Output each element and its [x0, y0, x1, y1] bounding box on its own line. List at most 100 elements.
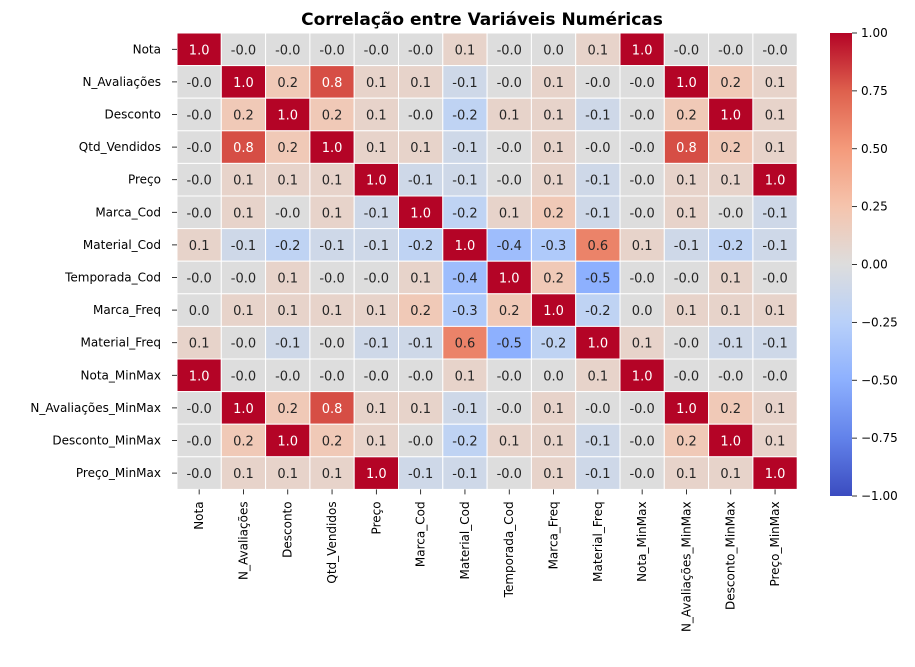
heatmap-cell — [663, 162, 710, 197]
cell-value-label: 1.0 — [410, 206, 431, 221]
cell-value-label: 0.1 — [543, 76, 564, 91]
colorbar-gradient — [830, 33, 852, 496]
heatmap-cell — [575, 162, 621, 197]
cell-value-label: 0.1 — [410, 141, 431, 156]
colorbar-ticks: 1.00 0.75 0.50 0.25 0.00 −0.25 −0.50 −0.75 −1.00 — [852, 26, 898, 503]
cell-value-label: 0.2 — [543, 272, 564, 287]
cell-value-label: -0.2 — [452, 435, 477, 450]
cell-value-label: -0.2 — [275, 239, 300, 254]
row-tick-label: Material_Freq — [81, 336, 161, 350]
heatmap-cell — [486, 293, 532, 327]
cell-value-label: 0.1 — [366, 109, 387, 124]
cell-value-label: 0.1 — [189, 337, 210, 352]
heatmap-cell — [530, 195, 577, 230]
heatmap-cell — [220, 391, 267, 425]
heatmap-cell — [220, 195, 267, 230]
heatmap-cell — [353, 162, 400, 197]
cell-value-label: 1.0 — [765, 174, 786, 189]
cell-value-label: 1.0 — [588, 337, 609, 352]
cell-value-label: 0.2 — [720, 402, 741, 417]
cell-value-label: -0.0 — [186, 206, 211, 221]
row-labels: Nota N_Avaliações Desconto Qtd_Vendidos Preç… — [30, 42, 177, 480]
cell-value-label: -0.0 — [629, 109, 654, 124]
column-tick-label: Preço — [369, 501, 383, 534]
row-tick-label: Preço — [128, 173, 161, 187]
heatmap-cell — [663, 325, 710, 360]
heatmap-cell — [663, 130, 710, 164]
cell-value-label: -0.0 — [408, 369, 433, 384]
cell-value-label: -0.0 — [629, 272, 654, 287]
cell-value-label: 1.0 — [366, 174, 387, 189]
cell-value-label: -0.0 — [275, 43, 300, 58]
heatmap-cell — [265, 130, 311, 164]
heatmap-cell — [486, 325, 532, 360]
cell-value-label: 0.2 — [322, 109, 343, 124]
heatmap-cell — [530, 260, 577, 295]
heatmap-cell — [486, 130, 532, 164]
cell-value-label: 0.1 — [765, 304, 786, 319]
heatmap-cell — [663, 228, 710, 262]
heatmap-cell — [663, 391, 710, 425]
cell-value-label: -0.0 — [231, 272, 256, 287]
heatmap-cell — [486, 65, 532, 99]
heatmap-cell — [309, 130, 355, 164]
cell-value-label: -0.0 — [674, 43, 699, 58]
cell-value-label: 0.1 — [322, 174, 343, 189]
heatmap-cell — [442, 195, 488, 230]
cell-value-label: -0.1 — [364, 337, 389, 352]
heatmap-cell — [265, 391, 311, 425]
cell-value-label: -0.0 — [718, 43, 743, 58]
heatmap-cell — [220, 32, 267, 67]
cell-value-label: -0.1 — [452, 76, 477, 91]
cell-value-label: 0.1 — [322, 206, 343, 221]
heatmap-cell — [752, 130, 798, 164]
cell-value-label: 0.1 — [366, 435, 387, 450]
cell-value-label: 0.1 — [277, 467, 298, 482]
cell-value-label: 0.2 — [233, 109, 254, 124]
cell-value-label: -0.1 — [762, 337, 787, 352]
cell-value-label: -0.1 — [762, 206, 787, 221]
cell-value-label: 0.1 — [720, 174, 741, 189]
cell-value-label: -0.0 — [497, 174, 522, 189]
heatmap-cell — [398, 32, 444, 67]
cell-value-label: -0.0 — [629, 76, 654, 91]
heatmap-cell — [309, 293, 355, 327]
heatmap-cell — [309, 195, 355, 230]
cell-value-label: -0.1 — [762, 239, 787, 254]
row-tick-label: Nota — [133, 42, 161, 56]
heatmap-cell — [176, 260, 222, 295]
heatmap-cell — [663, 260, 710, 295]
heatmap-cell — [486, 97, 532, 132]
cell-value-label: 0.1 — [322, 467, 343, 482]
cell-value-label: 1.0 — [632, 369, 653, 384]
colorbar-tick-label: −0.25 — [861, 315, 898, 329]
cell-value-label: 0.1 — [543, 109, 564, 124]
cell-value-label: 0.0 — [543, 43, 564, 58]
cell-value-label: 0.1 — [543, 402, 564, 417]
cell-value-label: -0.0 — [231, 369, 256, 384]
cell-value-label: -0.2 — [541, 337, 566, 352]
cell-value-label: 0.1 — [765, 141, 786, 156]
heatmap-cell — [708, 65, 754, 99]
column-tick-label: Marca_Freq — [547, 501, 561, 569]
cell-value-label: 0.1 — [233, 467, 254, 482]
heatmap-cell — [619, 162, 665, 197]
heatmap-cell — [752, 391, 798, 425]
cell-value-label: 0.1 — [410, 76, 431, 91]
cell-value-label: -0.1 — [408, 467, 433, 482]
cell-value-label: 0.1 — [189, 239, 210, 254]
heatmap-cell — [265, 195, 311, 230]
heatmap-cell — [398, 325, 444, 360]
cell-value-label: -0.1 — [408, 174, 433, 189]
heatmap-cell — [530, 97, 577, 132]
cell-value-label: -0.2 — [452, 109, 477, 124]
cell-value-label: -0.0 — [319, 369, 344, 384]
cell-value-label: -0.0 — [629, 206, 654, 221]
column-tick-label: Temporada_Cod — [502, 501, 516, 598]
cell-value-label: -0.0 — [231, 337, 256, 352]
cell-value-label: 0.2 — [676, 435, 697, 450]
cell-value-label: -0.0 — [186, 402, 211, 417]
heatmap-cell — [575, 260, 621, 295]
cell-value-label: -0.1 — [674, 239, 699, 254]
heatmap-cell — [619, 228, 665, 262]
